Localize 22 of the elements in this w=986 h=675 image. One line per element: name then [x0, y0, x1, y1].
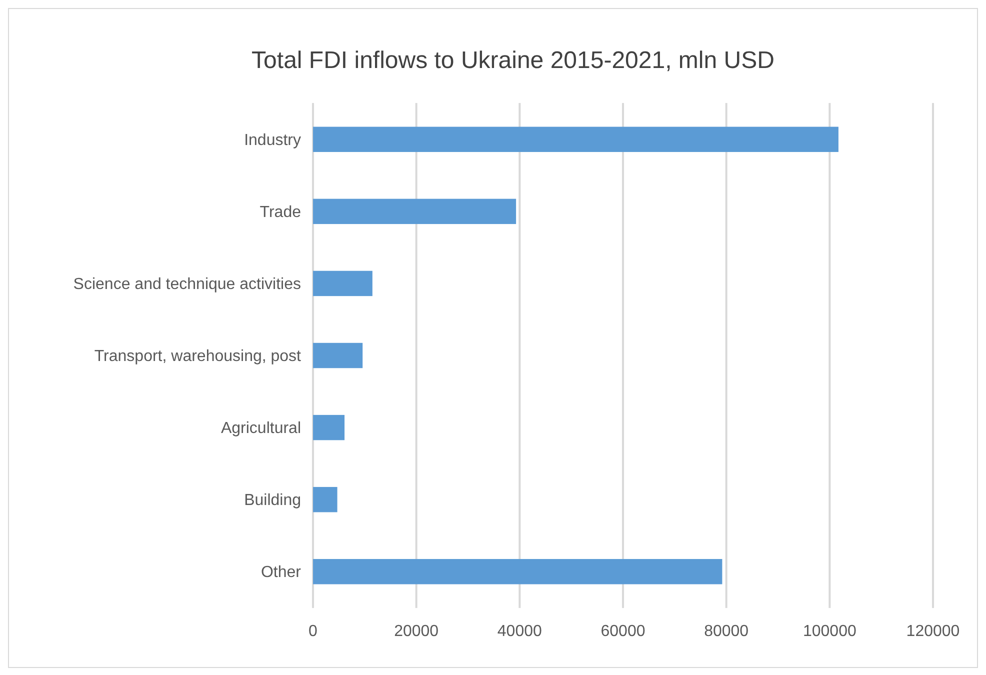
x-tick-label: 100000 [802, 623, 856, 640]
x-tick-label: 80000 [704, 623, 749, 640]
bar [313, 198, 516, 224]
bar [313, 486, 338, 512]
y-tick-label: Agricultural [220, 420, 301, 438]
y-tick-label: Science and technique activities [73, 276, 301, 294]
y-tick-label: Trade [260, 204, 302, 222]
bar [313, 414, 345, 440]
y-tick-label: Transport, warehousing, post [94, 348, 302, 366]
bar [313, 342, 363, 368]
x-tick-label: 20000 [394, 623, 439, 640]
y-tick-label: Industry [244, 132, 301, 149]
x-tick-label: 40000 [497, 623, 542, 640]
bar [313, 559, 722, 584]
bar [313, 270, 372, 296]
x-tick-label: 0 [308, 623, 318, 640]
x-tick-label: 120000 [906, 623, 960, 640]
y-tick-label: Other [260, 564, 302, 582]
chart-title: Total FDI inflows to Ukraine 2015-2021, mln USD [252, 47, 774, 74]
bar [313, 126, 838, 152]
x-tick-label: 60000 [600, 623, 646, 640]
y-tick-label: Building [244, 492, 301, 510]
